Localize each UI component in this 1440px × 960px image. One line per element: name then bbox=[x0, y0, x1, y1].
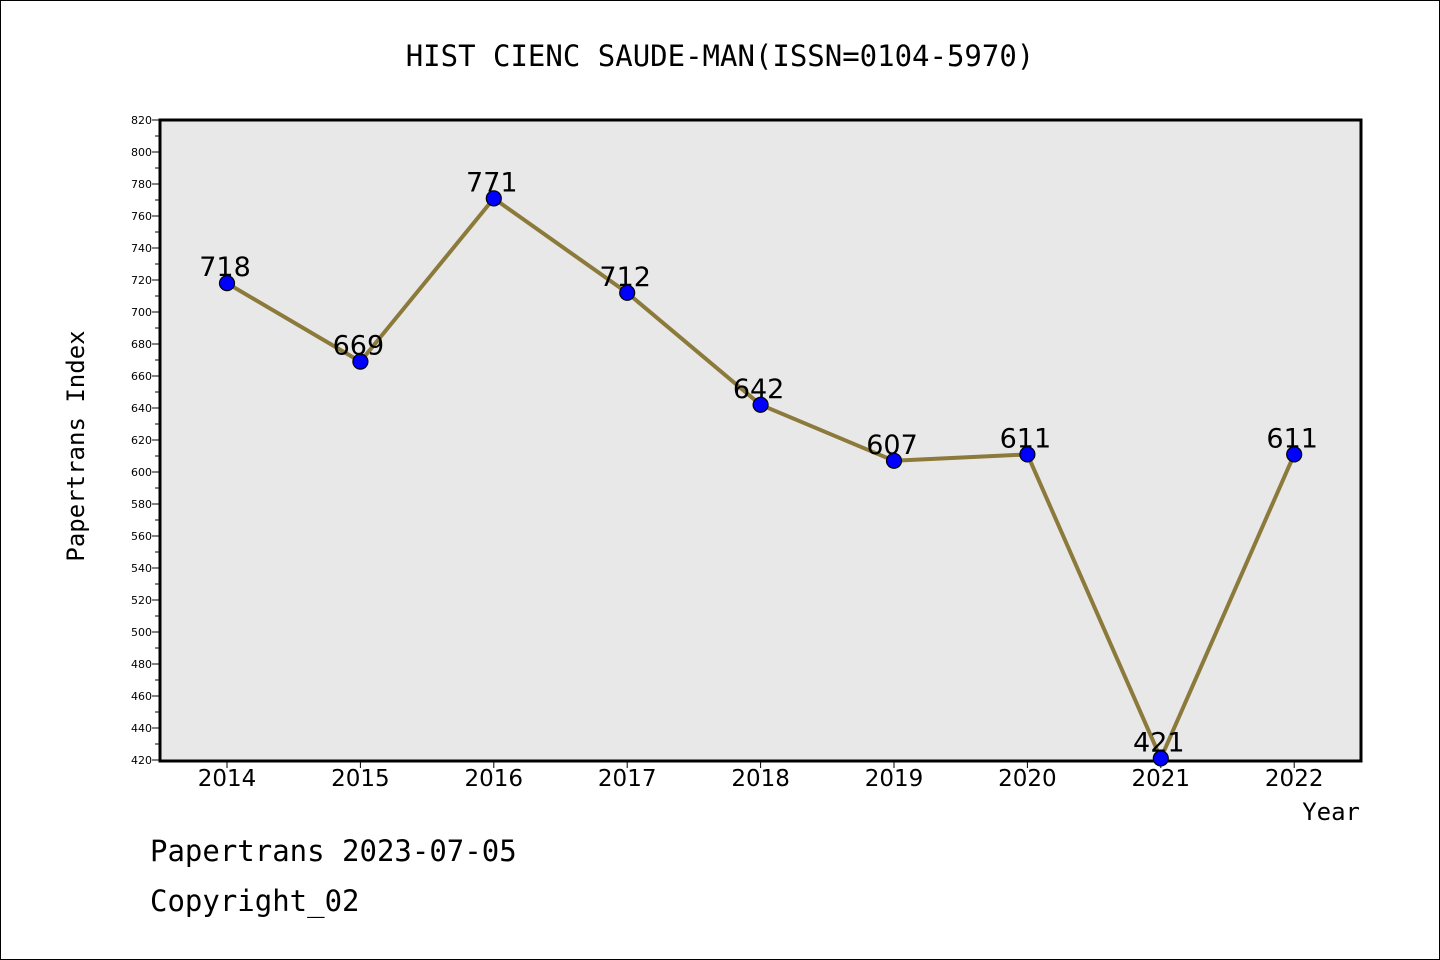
data-label: 712 bbox=[599, 262, 651, 293]
data-label: 642 bbox=[733, 374, 785, 405]
y-tick-label: 800 bbox=[131, 146, 152, 159]
data-point bbox=[885, 452, 903, 469]
data-label: 421 bbox=[1133, 727, 1185, 758]
y-tick-label: 620 bbox=[131, 434, 152, 447]
y-tick-label: 640 bbox=[131, 402, 152, 415]
data-point bbox=[1152, 750, 1169, 767]
data-point bbox=[1286, 446, 1303, 463]
chart-title: HIST CIENC SAUDE-MAN(ISSN=0104-5970) bbox=[406, 39, 1035, 73]
data-point bbox=[619, 284, 636, 301]
data-label: 611 bbox=[1000, 423, 1052, 454]
footer-date: Papertrans 2023-07-05 bbox=[150, 834, 517, 868]
y-tick-label: 760 bbox=[131, 210, 152, 223]
data-label: 669 bbox=[333, 331, 385, 362]
y-axis: 420 440 460 480 500 520 540 560 580 600 620 640 660 6… bbox=[131, 114, 160, 767]
data-points bbox=[218, 190, 1303, 767]
y-tick-label: 460 bbox=[131, 690, 152, 703]
data-label: 771 bbox=[466, 167, 518, 198]
y-tick-label: 660 bbox=[131, 370, 152, 383]
y-tick-label: 720 bbox=[131, 274, 152, 287]
y-tick-label: 520 bbox=[131, 594, 152, 607]
x-tick-label: 2020 bbox=[998, 766, 1057, 792]
y-tick-label: 480 bbox=[131, 658, 152, 671]
x-tick-label: 2017 bbox=[598, 766, 657, 792]
x-tick-label: 2021 bbox=[1132, 766, 1191, 792]
data-point bbox=[218, 275, 236, 292]
y-tick-label: 700 bbox=[131, 306, 152, 319]
data-point bbox=[485, 190, 502, 207]
x-axis: 2014 2015 2016 2017 2018 2019 2020 2021 2022 bbox=[198, 760, 1324, 792]
x-axis-label: Year bbox=[1302, 798, 1360, 826]
x-tick-label: 2022 bbox=[1265, 766, 1324, 792]
y-tick-label: 580 bbox=[131, 498, 152, 511]
y-tick-label: 820 bbox=[131, 114, 152, 127]
y-tick-label: 440 bbox=[131, 722, 152, 735]
plot-area bbox=[158, 118, 1363, 763]
y-tick-label: 420 bbox=[131, 754, 152, 767]
x-tick-label: 2015 bbox=[331, 766, 390, 792]
y-tick-label: 560 bbox=[131, 530, 152, 543]
y-tick-label: 540 bbox=[131, 562, 152, 575]
y-axis-label: Papertrans Index bbox=[62, 330, 90, 561]
y-tick-label: 680 bbox=[131, 338, 152, 351]
data-point bbox=[352, 353, 369, 370]
data-point bbox=[752, 396, 769, 413]
x-tick-label: 2016 bbox=[465, 766, 524, 792]
data-label: 611 bbox=[1266, 423, 1318, 454]
data-label: 718 bbox=[199, 252, 251, 283]
x-tick-label: 2014 bbox=[198, 766, 257, 792]
y-tick-label: 600 bbox=[131, 466, 152, 479]
x-tick-label: 2019 bbox=[865, 766, 924, 792]
x-tick-label: 2018 bbox=[731, 766, 790, 792]
y-tick-label: 780 bbox=[131, 178, 152, 191]
data-point bbox=[1019, 446, 1036, 463]
data-labels: 718 669 771 712 642 607 611 421 611 bbox=[199, 167, 1318, 758]
y-tick-label: 500 bbox=[131, 626, 152, 639]
data-label: 607 bbox=[866, 430, 918, 461]
footer-copyright: Copyright_02 bbox=[150, 884, 360, 918]
y-tick-label: 740 bbox=[131, 242, 152, 255]
